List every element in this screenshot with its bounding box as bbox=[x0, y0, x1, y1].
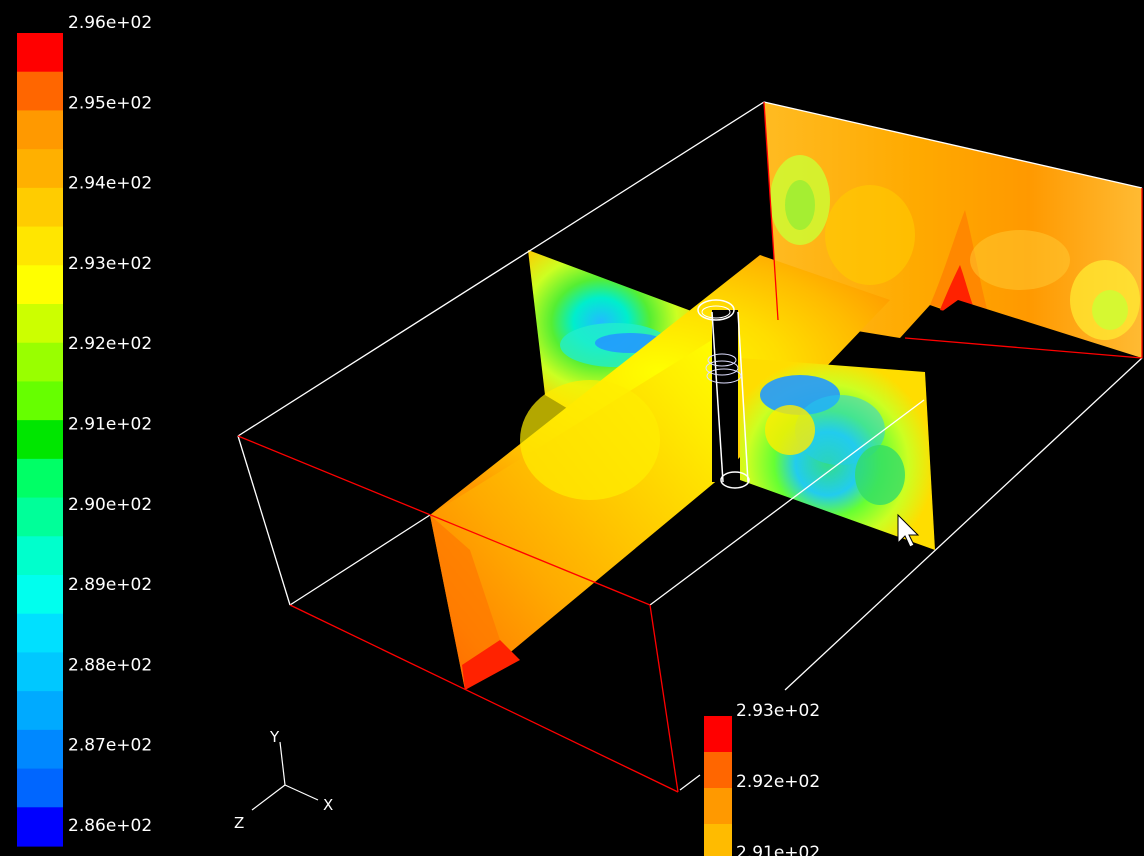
colorbar-band bbox=[17, 458, 63, 499]
temperature-colorbar: 2.96e+02 2.95e+02 2.94e+02 2.93e+02 2.92e+02… bbox=[17, 13, 152, 847]
colorbar-band bbox=[17, 729, 63, 770]
mouse-cursor bbox=[897, 513, 920, 548]
colorbar-band bbox=[17, 536, 63, 576]
colorbar-band bbox=[17, 807, 63, 847]
colorbar-tick-label: 2.89e+02 bbox=[68, 575, 152, 595]
axis-triad: Y X Z bbox=[234, 728, 333, 832]
right-vertical-contour-plane bbox=[740, 358, 935, 550]
secondary-colorbar: 2.93e+02 2.92e+02 2.91e+02 bbox=[704, 701, 820, 856]
secondary-colorbar-band bbox=[704, 752, 732, 789]
colorbar-band bbox=[17, 110, 63, 150]
central-cylinder bbox=[697, 299, 750, 489]
colorbar-tick-label: 2.91e+02 bbox=[68, 415, 152, 435]
colorbar-band bbox=[17, 304, 63, 344]
colorbar-tick-label: 2.87e+02 bbox=[68, 736, 152, 756]
colorbar-tick-label: 2.92e+02 bbox=[68, 334, 152, 354]
axis-label-x: X bbox=[323, 796, 333, 814]
colorbar-band bbox=[17, 342, 63, 383]
colorbar-band bbox=[17, 265, 63, 305]
secondary-colorbar-tick-label: 2.91e+02 bbox=[736, 843, 820, 856]
domain-outline bbox=[237, 101, 1143, 793]
colorbar-band bbox=[17, 691, 63, 731]
secondary-colorbar-band bbox=[704, 788, 732, 825]
front-transverse-contour-plane bbox=[430, 335, 720, 690]
colorbar-tick-label: 2.90e+02 bbox=[68, 495, 152, 515]
colorbar-tick-label: 2.94e+02 bbox=[68, 174, 152, 194]
colorbar-band bbox=[17, 381, 63, 421]
colorbar-band bbox=[17, 652, 63, 692]
colorbar-band bbox=[17, 497, 63, 537]
secondary-colorbar-tick-label: 2.93e+02 bbox=[736, 701, 820, 721]
colorbar-tick-label: 2.95e+02 bbox=[68, 93, 152, 113]
colorbar-band bbox=[17, 420, 63, 460]
secondary-colorbar-band bbox=[704, 824, 732, 856]
colorbar-band bbox=[17, 149, 63, 189]
secondary-colorbar-tick-label: 2.92e+02 bbox=[736, 772, 820, 792]
colorbar-band bbox=[17, 226, 63, 266]
colorbar-band bbox=[17, 575, 63, 615]
axis-label-z: Z bbox=[234, 814, 244, 832]
colorbar-band bbox=[17, 71, 63, 112]
colorbar-tick-label: 2.93e+02 bbox=[68, 254, 152, 274]
colorbar-tick-label: 2.86e+02 bbox=[68, 816, 152, 836]
axis-label-y: Y bbox=[269, 728, 280, 746]
colorbar-tick-label: 2.96e+02 bbox=[68, 13, 152, 33]
colorbar-band bbox=[17, 768, 63, 808]
colorbar-band bbox=[17, 187, 63, 228]
secondary-colorbar-band bbox=[704, 716, 732, 753]
colorbar-band bbox=[17, 613, 63, 654]
colorbar-band bbox=[17, 33, 63, 73]
colorbar-tick-label: 2.88e+02 bbox=[68, 655, 152, 675]
